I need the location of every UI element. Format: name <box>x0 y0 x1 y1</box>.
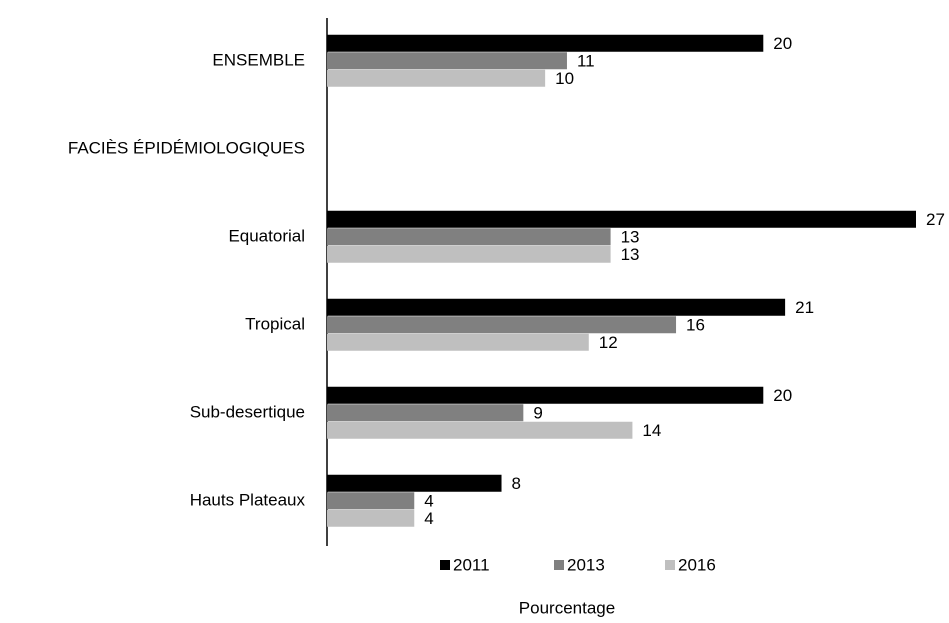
data-label: 8 <box>512 474 521 493</box>
bar <box>327 492 415 510</box>
bar <box>327 245 611 263</box>
legend-swatch <box>554 560 564 570</box>
y-tick-label: Sub-desertique <box>190 402 305 421</box>
bar <box>327 34 764 52</box>
legend-swatch <box>665 560 675 570</box>
bar <box>327 421 633 439</box>
bar <box>327 69 546 87</box>
bar <box>327 228 611 246</box>
bar <box>327 316 677 334</box>
bar <box>327 509 415 527</box>
data-label: 21 <box>795 298 814 317</box>
data-label: 4 <box>424 491 433 510</box>
bar <box>327 333 589 351</box>
y-tick-label: ENSEMBLE <box>212 50 305 69</box>
y-tick-label: Hauts Plateaux <box>190 490 306 509</box>
data-label: 13 <box>621 245 640 264</box>
bar <box>327 210 916 228</box>
y-tick-label: FACIÈS ÉPIDÉMIOLOGIQUES <box>68 138 305 157</box>
legend-swatch <box>440 560 450 570</box>
data-label: 11 <box>577 51 595 70</box>
data-label: 16 <box>686 315 705 334</box>
legend-label: 2016 <box>678 555 716 574</box>
data-label: 20 <box>773 386 792 405</box>
bar <box>327 404 524 422</box>
data-label: 10 <box>555 69 574 88</box>
data-label: 12 <box>599 333 618 352</box>
bar <box>327 386 764 404</box>
data-label: 14 <box>642 421 661 440</box>
legend-label: 2013 <box>567 555 605 574</box>
x-axis-label: Pourcentage <box>519 598 615 617</box>
y-tick-label: Equatorial <box>228 226 305 245</box>
data-label: 20 <box>773 34 792 53</box>
data-label: 4 <box>424 509 433 528</box>
bar <box>327 474 502 492</box>
data-label: 27 <box>926 210 945 229</box>
legend-label: 2011 <box>453 555 490 574</box>
bar <box>327 298 786 316</box>
data-label: 13 <box>621 227 640 246</box>
data-label: 9 <box>533 403 542 422</box>
y-tick-label: Tropical <box>245 314 305 333</box>
bar <box>327 52 567 70</box>
